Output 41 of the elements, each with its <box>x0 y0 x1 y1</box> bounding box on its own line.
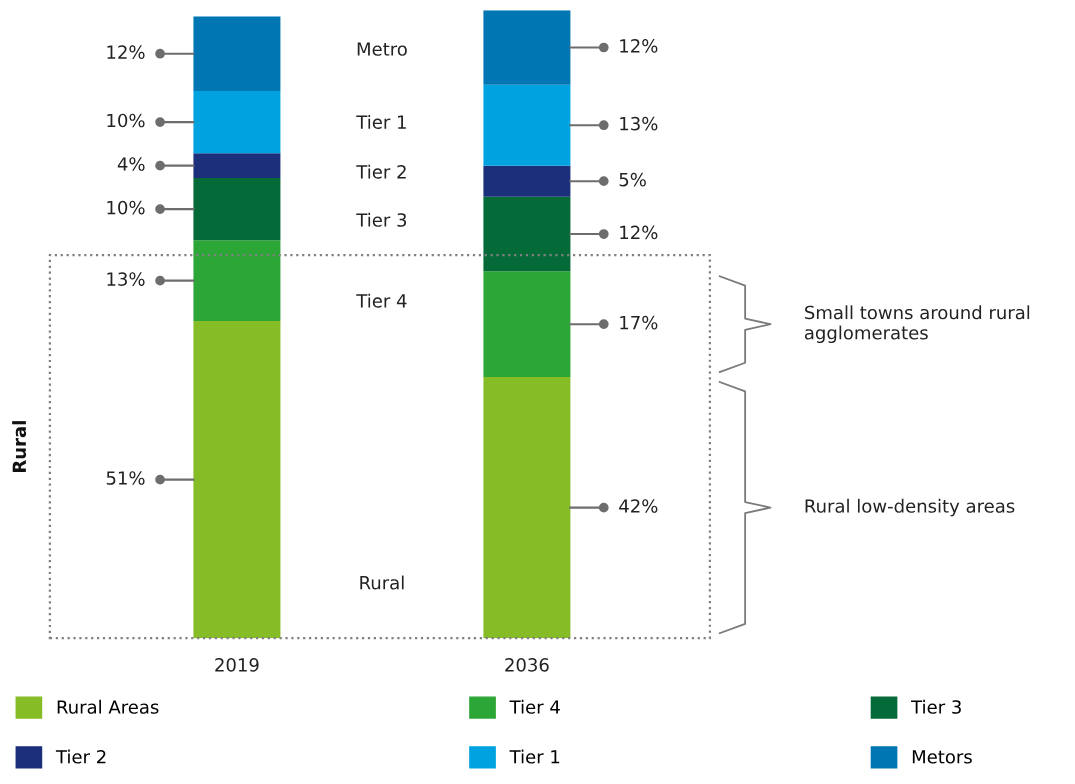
data-label: 17% <box>620 315 658 330</box>
bar <box>483 165 571 197</box>
bar <box>193 16 281 92</box>
legend-label: Tier 3 <box>911 699 961 714</box>
legend-label: Rural Areas <box>57 699 159 714</box>
data-label: 13% <box>620 116 658 131</box>
text: Small towns around rural agglomerates <box>804 305 1030 344</box>
annotation: Tier 4 <box>356 293 407 308</box>
data-label: 10% <box>107 200 145 215</box>
text: Rural <box>12 421 27 472</box>
annotation: Tier 2 <box>356 164 406 179</box>
data-label: 5% <box>619 172 646 187</box>
bar <box>193 321 281 639</box>
legend-label: Metors <box>912 750 972 764</box>
annotation: Tier 3 <box>356 212 407 227</box>
data-label: 13% <box>107 272 145 286</box>
data-label: 12% <box>107 45 145 59</box>
bar <box>193 240 281 322</box>
bar <box>483 196 571 272</box>
bar <box>483 271 571 378</box>
data-label: 12% <box>620 225 658 240</box>
data-label: 42% <box>619 499 658 513</box>
data-label: 51% <box>106 471 145 485</box>
x-tick-label: 2019 <box>215 658 259 672</box>
legend-label: Tier 4 <box>509 699 560 714</box>
data-label: 4% <box>117 157 145 171</box>
annotation: Rural <box>360 575 404 590</box>
bar <box>483 84 571 166</box>
bar <box>483 377 571 639</box>
bar <box>193 153 281 179</box>
text: Rural low-density areas <box>805 498 1015 517</box>
data-label: 12% <box>620 39 658 53</box>
bar <box>193 178 281 241</box>
annotation: Tier 1 <box>356 114 406 129</box>
x-tick-label: 2036 <box>505 658 549 672</box>
data-label: 10% <box>107 113 145 128</box>
bar <box>483 10 571 85</box>
legend-label: Tier 1 <box>509 749 560 764</box>
legend-label: Tier 2 <box>55 749 106 764</box>
bar <box>193 91 281 154</box>
annotation: Metro <box>357 42 407 56</box>
